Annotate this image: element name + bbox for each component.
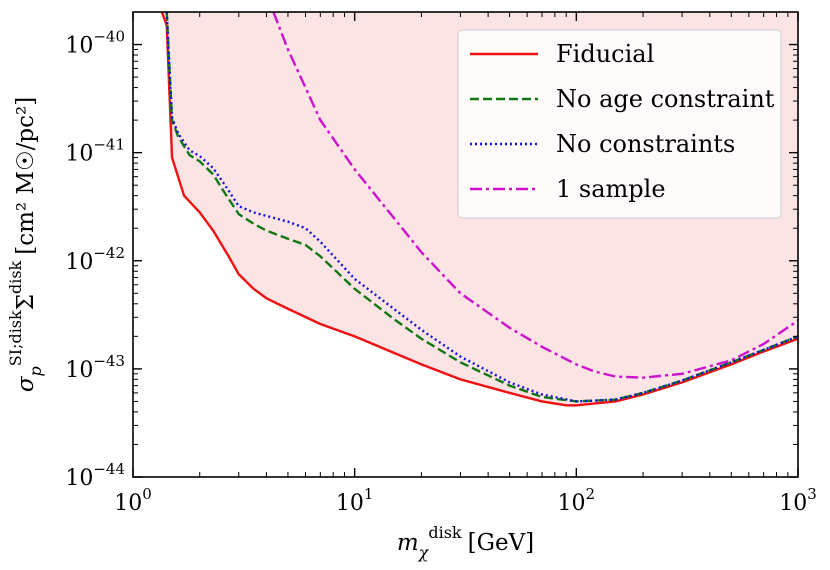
x-tick-label: 101: [336, 485, 374, 516]
y-axis-label: σpSI;diskΣdisk[cm² M☉/pc²]: [6, 97, 45, 392]
x-tick-label: 103: [779, 485, 817, 516]
series-line-1-sample: [272, 12, 798, 379]
y-tick-label: 10−41: [65, 136, 125, 167]
y-tick-label: 10−43: [65, 352, 125, 383]
series-line-fiducial: [160, 12, 798, 407]
legend-label: No constraints: [556, 130, 735, 158]
legend-box: [457, 29, 782, 219]
x-tick-label: 102: [558, 485, 596, 516]
axis-ticks: 100 101 102 103 10−44 10−43 10−42 10−41 10−40: [65, 11, 817, 516]
plot-frame: [132, 11, 799, 478]
y-tick-label: 10−40: [65, 28, 125, 59]
x-tick-label: 100: [114, 485, 152, 516]
series-line-no-age-constraint: [165, 12, 798, 403]
legend-label: Fiducial: [556, 40, 654, 68]
x-axis-label: mχdisk [GeV]: [397, 523, 534, 562]
legend-label: 1 sample: [556, 175, 666, 203]
y-tick-label: 10−42: [65, 244, 125, 275]
legend: Fiducial No age constraint No constraints 1…: [457, 29, 782, 219]
legend-label: No age constraint: [556, 85, 775, 113]
y-tick-label: 10−44: [65, 460, 125, 491]
